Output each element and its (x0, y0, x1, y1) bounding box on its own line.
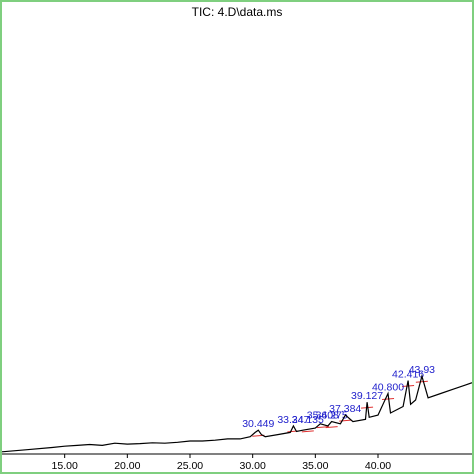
peak-baseline (415, 380, 428, 383)
x-axis-ticks: 15.00 20.00 25.00 30.00 35.00 40.00 (52, 454, 391, 472)
peak-baseline (316, 426, 329, 429)
peak-label: 36.275 (316, 410, 348, 422)
peak-label: 37.384 (329, 403, 361, 415)
peak-label: 35.408 (307, 410, 339, 422)
x-tick-label: 35.00 (302, 460, 328, 472)
peak-label: 39.127 (351, 390, 383, 402)
x-tick-label: 25.00 (177, 460, 203, 472)
x-tick-label: 15.00 (52, 460, 78, 472)
x-tick-label: 30.00 (240, 460, 266, 472)
x-tick-label: 20.00 (114, 460, 140, 472)
chart-title: TIC: 4.D\data.ms (191, 5, 283, 19)
peak-label: 43.93 (409, 364, 435, 376)
peak-baseline (301, 430, 314, 433)
peak-label: 33.247 (277, 414, 309, 426)
baseline-segments (252, 380, 428, 437)
tic-trace-line (2, 373, 472, 453)
peak-label: 34.135 (292, 414, 324, 426)
peak-baseline (339, 419, 352, 422)
peak-markers: 30.449 33.24734.13535.40836.27537.38439.1… (242, 364, 435, 430)
x-tick-label: 40.00 (365, 460, 391, 472)
peak-label: 30.449 (242, 418, 274, 430)
peak-baseline (381, 398, 395, 401)
peak-baseline (325, 426, 338, 429)
peak-label: 40.800 (372, 382, 404, 394)
peak-label: 42.416 (392, 369, 424, 381)
